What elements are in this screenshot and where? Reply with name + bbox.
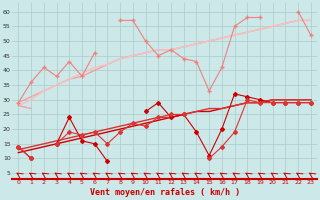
X-axis label: Vent moyen/en rafales ( km/h ): Vent moyen/en rafales ( km/h ) (90, 188, 240, 197)
